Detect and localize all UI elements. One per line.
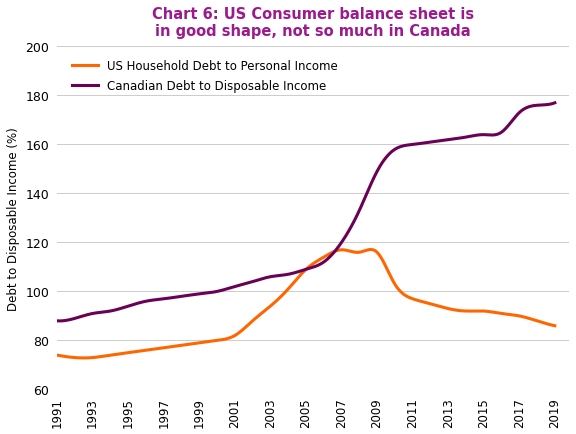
US Household Debt to Personal Income: [367, 247, 374, 253]
Legend: US Household Debt to Personal Income, Canadian Debt to Disposable Income: US Household Debt to Personal Income, Ca…: [68, 57, 342, 97]
US Household Debt to Personal Income: [81, 355, 88, 361]
Y-axis label: Debt to Disposable Income (%): Debt to Disposable Income (%): [7, 127, 20, 310]
US Household Debt to Personal Income: [324, 253, 331, 258]
Canadian Debt to Disposable Income: [291, 270, 298, 276]
US Household Debt to Personal Income: [464, 309, 471, 314]
Canadian Debt to Disposable Income: [56, 319, 63, 324]
Canadian Debt to Disposable Income: [551, 101, 558, 106]
Canadian Debt to Disposable Income: [463, 135, 469, 140]
Canadian Debt to Disposable Income: [54, 319, 60, 324]
US Household Debt to Personal Income: [351, 250, 358, 255]
US Household Debt to Personal Income: [541, 321, 548, 326]
Canadian Debt to Disposable Income: [324, 257, 331, 262]
Canadian Debt to Disposable Income: [294, 270, 301, 275]
Line: US Household Debt to Personal Income: US Household Debt to Personal Income: [57, 250, 555, 358]
Title: Chart 6: US Consumer balance sheet is
in good shape, not so much in Canada: Chart 6: US Consumer balance sheet is in…: [152, 7, 474, 39]
Canadian Debt to Disposable Income: [351, 219, 358, 224]
Line: Canadian Debt to Disposable Income: Canadian Debt to Disposable Income: [57, 104, 555, 321]
Canadian Debt to Disposable Income: [540, 103, 547, 108]
US Household Debt to Personal Income: [291, 279, 298, 285]
US Household Debt to Personal Income: [551, 323, 558, 329]
US Household Debt to Personal Income: [294, 276, 301, 281]
US Household Debt to Personal Income: [54, 353, 60, 358]
